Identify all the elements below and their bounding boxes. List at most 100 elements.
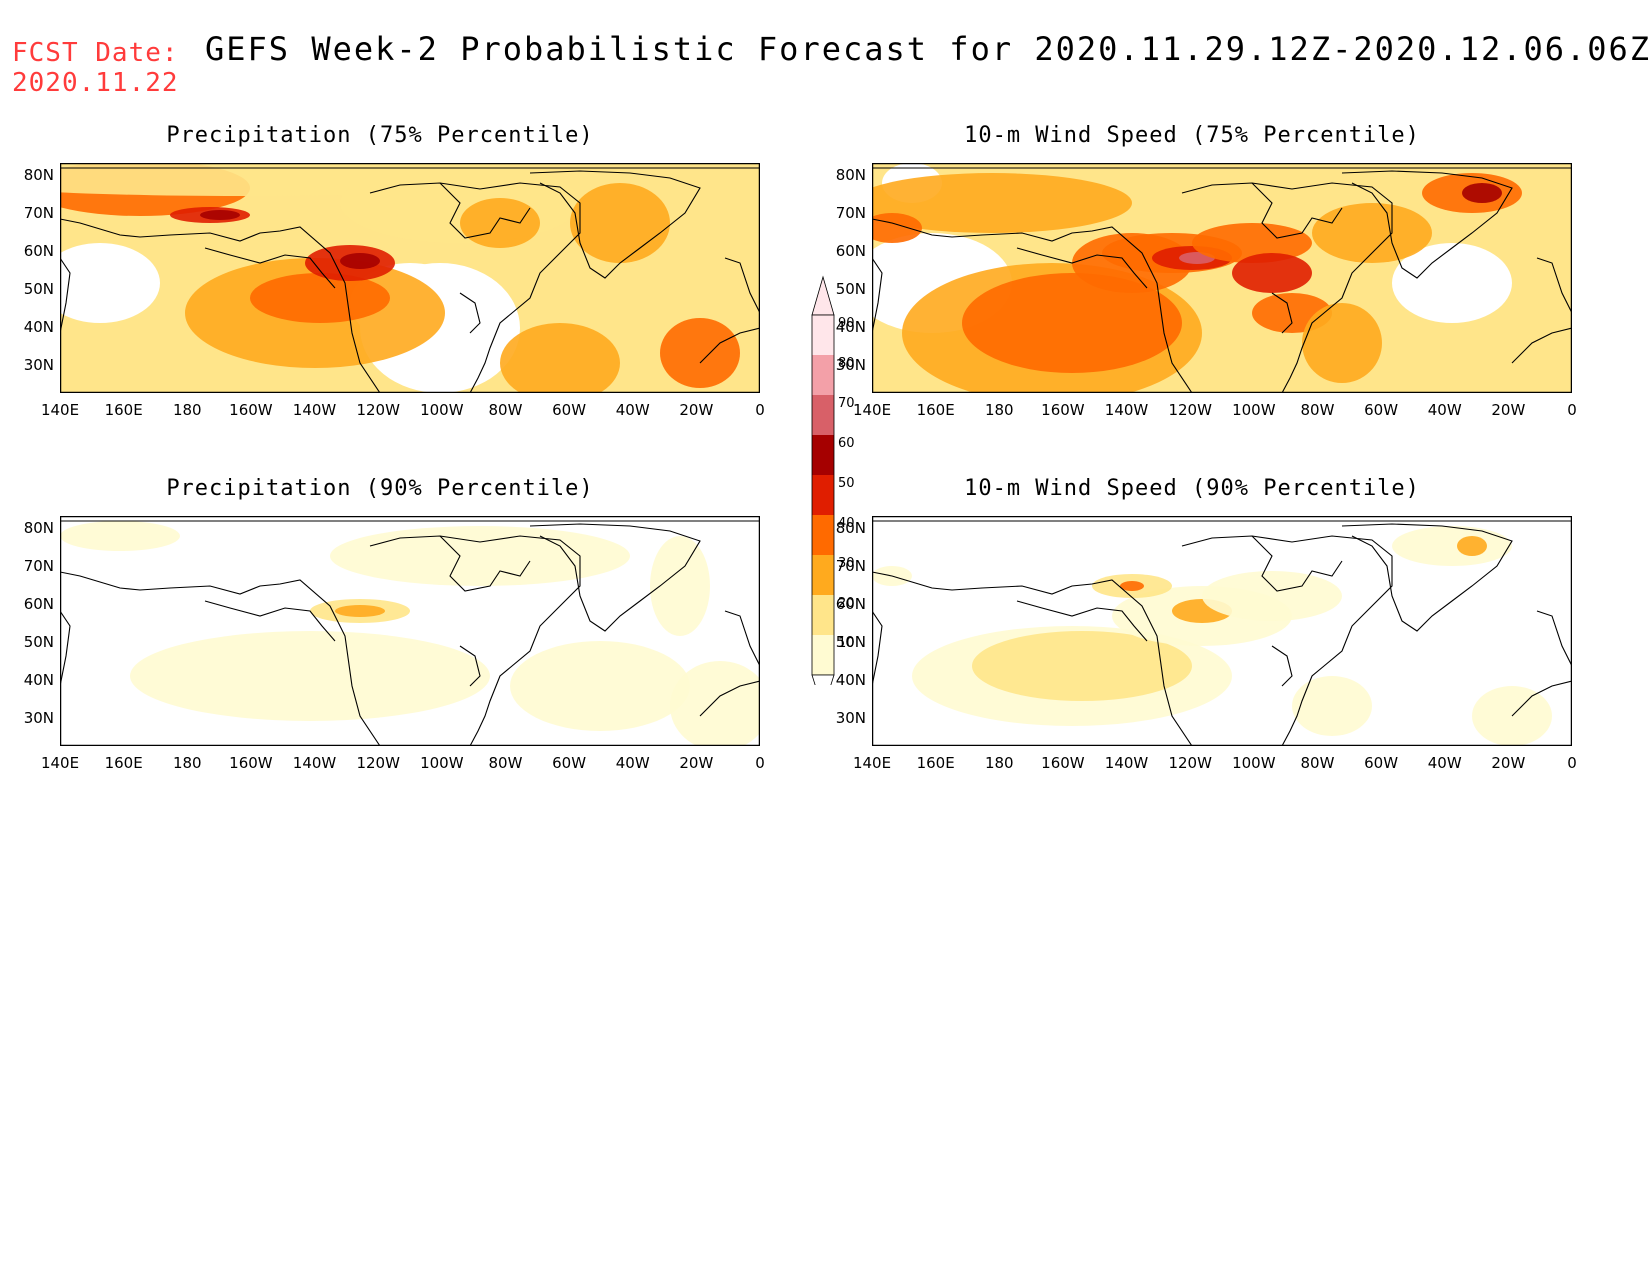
colorbar-label: 50 (838, 476, 855, 491)
contour-fill (1462, 183, 1502, 203)
contour-fill (872, 173, 1132, 233)
contour-fill (1392, 526, 1512, 566)
x-tick-label: 100W (420, 401, 464, 419)
colorbar-swatch (812, 515, 834, 555)
contour-fill (650, 536, 710, 636)
y-tick-label: 30N (835, 709, 866, 727)
y-tick-label: 40N (835, 318, 866, 336)
contour-fill (1120, 581, 1144, 591)
x-tick-label: 40W (615, 401, 650, 419)
colorbar-label: 80 (838, 356, 855, 371)
coastline (529, 523, 701, 632)
colorbar-swatch (812, 315, 834, 355)
colorbar-label: 10 (838, 636, 855, 651)
x-tick-label: 80W (1300, 401, 1335, 419)
colorbar-label: 70 (838, 396, 855, 411)
coastline (1016, 247, 1148, 289)
y-tick-label: 70N (23, 557, 54, 575)
x-tick-label: 180 (172, 401, 202, 419)
x-tick-label: 160E (104, 754, 143, 772)
x-tick-label: 20W (1491, 401, 1526, 419)
map-graphic (60, 163, 760, 393)
y-tick-label: 60N (835, 595, 866, 613)
y-tick-label: 40N (23, 671, 54, 689)
y-tick-label: 50N (23, 633, 54, 651)
coastline (369, 182, 581, 393)
x-tick-label: 160W (229, 754, 273, 772)
panel-title: Precipitation (75% Percentile) (166, 123, 594, 148)
x-tick-label: 40W (1427, 754, 1462, 772)
x-tick-label: 40W (615, 754, 650, 772)
coastline (699, 327, 760, 364)
coastline (1016, 600, 1148, 642)
x-tick-label: 100W (1232, 401, 1276, 419)
contour-fill (670, 661, 760, 746)
contour-fill (972, 631, 1192, 701)
coastline (1341, 170, 1513, 279)
map-wind-90 (872, 516, 1572, 746)
x-tick-label: 0 (755, 754, 765, 772)
coastline (872, 218, 1193, 393)
colorbar-swatch (812, 395, 834, 435)
x-tick-label: 60W (1364, 754, 1399, 772)
contour-fill (872, 213, 922, 243)
map-precip-75 (60, 163, 760, 393)
panel-title: 10-m Wind Speed (75% Percentile) (964, 123, 1420, 148)
colorbar-label: 20 (838, 596, 855, 611)
y-tick-label: 70N (835, 557, 866, 575)
coastline (1511, 680, 1572, 717)
coastline (1536, 610, 1572, 667)
y-tick-label: 70N (835, 204, 866, 222)
coastline (1511, 327, 1572, 364)
x-tick-label: 20W (1491, 754, 1526, 772)
colorbar-top-arrow (811, 275, 835, 316)
x-tick-label: 80W (1300, 754, 1335, 772)
y-tick-label: 70N (23, 204, 54, 222)
x-tick-label: 160W (229, 401, 273, 419)
contour-fill (340, 253, 380, 269)
x-tick-label: 180 (172, 754, 202, 772)
panel-title: 10-m Wind Speed (90% Percentile) (964, 476, 1420, 501)
x-tick-label: 140E (40, 754, 80, 772)
contour-fill (250, 273, 390, 323)
x-tick-label: 120W (356, 754, 400, 772)
map-frame (872, 163, 1572, 393)
coastline (529, 170, 701, 279)
y-tick-label: 30N (23, 356, 54, 374)
contour-fill (962, 273, 1182, 373)
contour-fill (460, 198, 540, 248)
x-tick-label: 160E (916, 401, 955, 419)
colorbar-swatch (812, 555, 834, 595)
x-tick-label: 140W (1104, 754, 1149, 772)
x-tick-label: 140W (1104, 401, 1149, 419)
y-tick-label: 80N (835, 166, 866, 184)
coastline (699, 680, 760, 717)
coastline (60, 610, 71, 687)
map-wind-75 (872, 163, 1572, 393)
x-tick-label: 180 (984, 754, 1014, 772)
page-title: GEFS Week-2 Probabilistic Forecast for 2… (205, 30, 1650, 68)
x-tick-label: 0 (1567, 754, 1577, 772)
x-tick-label: 0 (1567, 401, 1577, 419)
contour-fill (1392, 243, 1512, 323)
contour-fill (330, 526, 630, 586)
colorbar-swatch (812, 475, 834, 515)
forecast-date-value: 2020.11.22 (12, 68, 179, 98)
coastline (1271, 292, 1293, 334)
coastline (724, 257, 760, 314)
panel-precip-75: Precipitation (75% Percentile) 80N 70N 60N… (0, 123, 765, 483)
map-precip-90 (60, 516, 760, 746)
x-tick-label: 140E (40, 401, 80, 419)
x-tick-label: 0 (755, 401, 765, 419)
x-tick-label: 100W (1232, 754, 1276, 772)
x-tick-label: 160E (104, 401, 143, 419)
contour-fill (60, 521, 180, 551)
x-tick-label: 20W (679, 754, 714, 772)
x-tick-label: 120W (356, 401, 400, 419)
colorbar-label: 40 (838, 516, 855, 531)
x-tick-label: 100W (420, 754, 464, 772)
coastline (60, 571, 381, 746)
forecast-date-block: FCST Date: 2020.11.22 (12, 38, 179, 98)
y-tick-label: 40N (835, 671, 866, 689)
coastline (1271, 645, 1293, 687)
